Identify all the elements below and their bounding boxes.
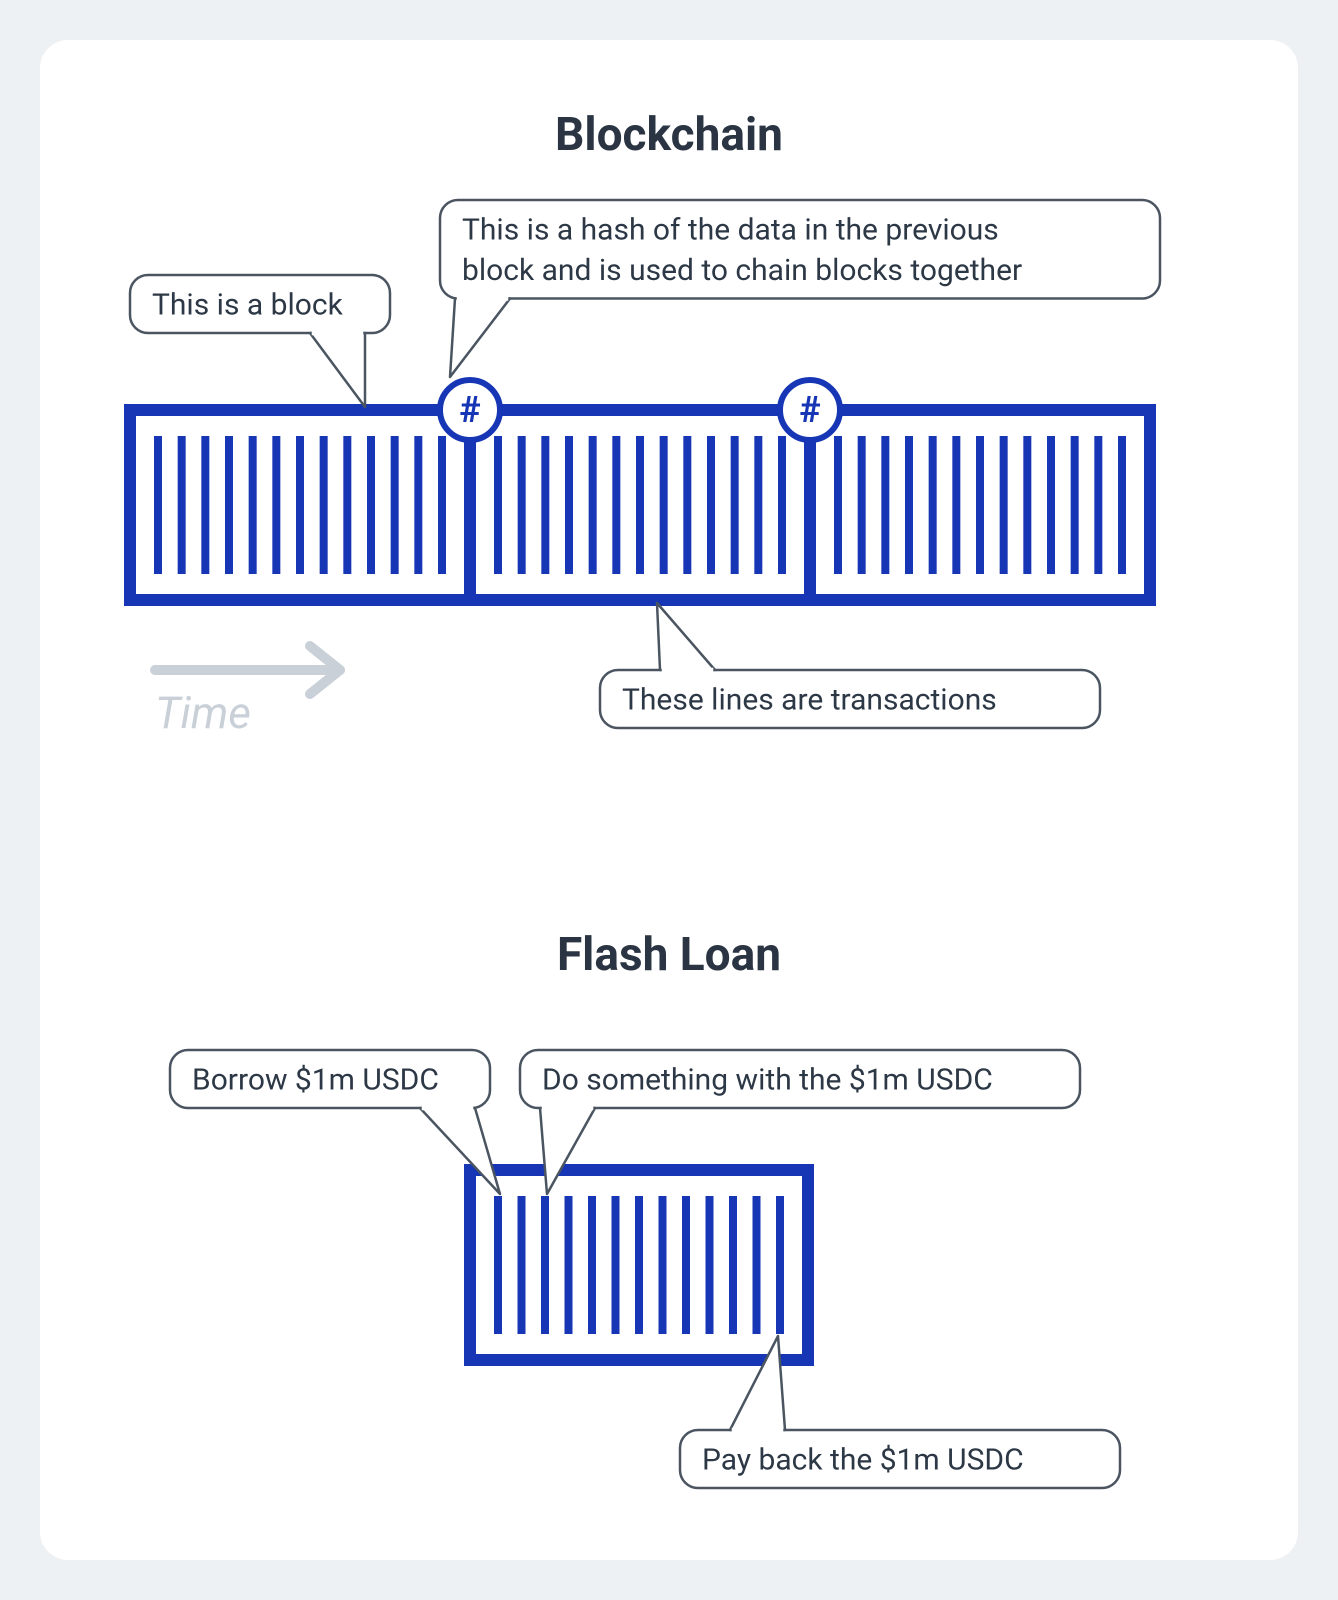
hash-marker: # bbox=[780, 380, 840, 440]
time-arrow: Time bbox=[155, 646, 340, 739]
flashloan-block bbox=[470, 1170, 808, 1360]
callout-hash-text: This is a hash of the data in the previo… bbox=[462, 213, 999, 248]
callout-borrow: Borrow $1m USDC bbox=[170, 1050, 500, 1194]
time-label: Time bbox=[155, 687, 251, 739]
callout-block-text: This is a block bbox=[152, 288, 344, 323]
callout-block: This is a block bbox=[130, 275, 390, 407]
callout-hash-text: block and is used to chain blocks togeth… bbox=[462, 253, 1022, 288]
blockchain-blocks bbox=[130, 410, 1150, 600]
hash-symbol: # bbox=[799, 389, 820, 431]
section-title-flashloan: Flash Loan bbox=[557, 928, 781, 982]
callout-transactions-text: These lines are transactions bbox=[622, 683, 997, 718]
callout-pay-text: Pay back the $1m USDC bbox=[702, 1443, 1024, 1478]
diagram-card: Blockchain # # This is a block This is a has… bbox=[40, 40, 1298, 1560]
callout-do-text: Do something with the $1m USDC bbox=[542, 1063, 993, 1098]
callout-hash: This is a hash of the data in the previo… bbox=[440, 200, 1160, 377]
section-title-blockchain: Blockchain bbox=[555, 108, 783, 162]
hash-symbol: # bbox=[459, 389, 480, 431]
callout-borrow-text: Borrow $1m USDC bbox=[192, 1063, 439, 1098]
hash-marker: # bbox=[440, 380, 500, 440]
callout-transactions: These lines are transactions bbox=[600, 603, 1100, 728]
diagram-svg: Blockchain # # This is a block This is a has… bbox=[40, 40, 1298, 1560]
